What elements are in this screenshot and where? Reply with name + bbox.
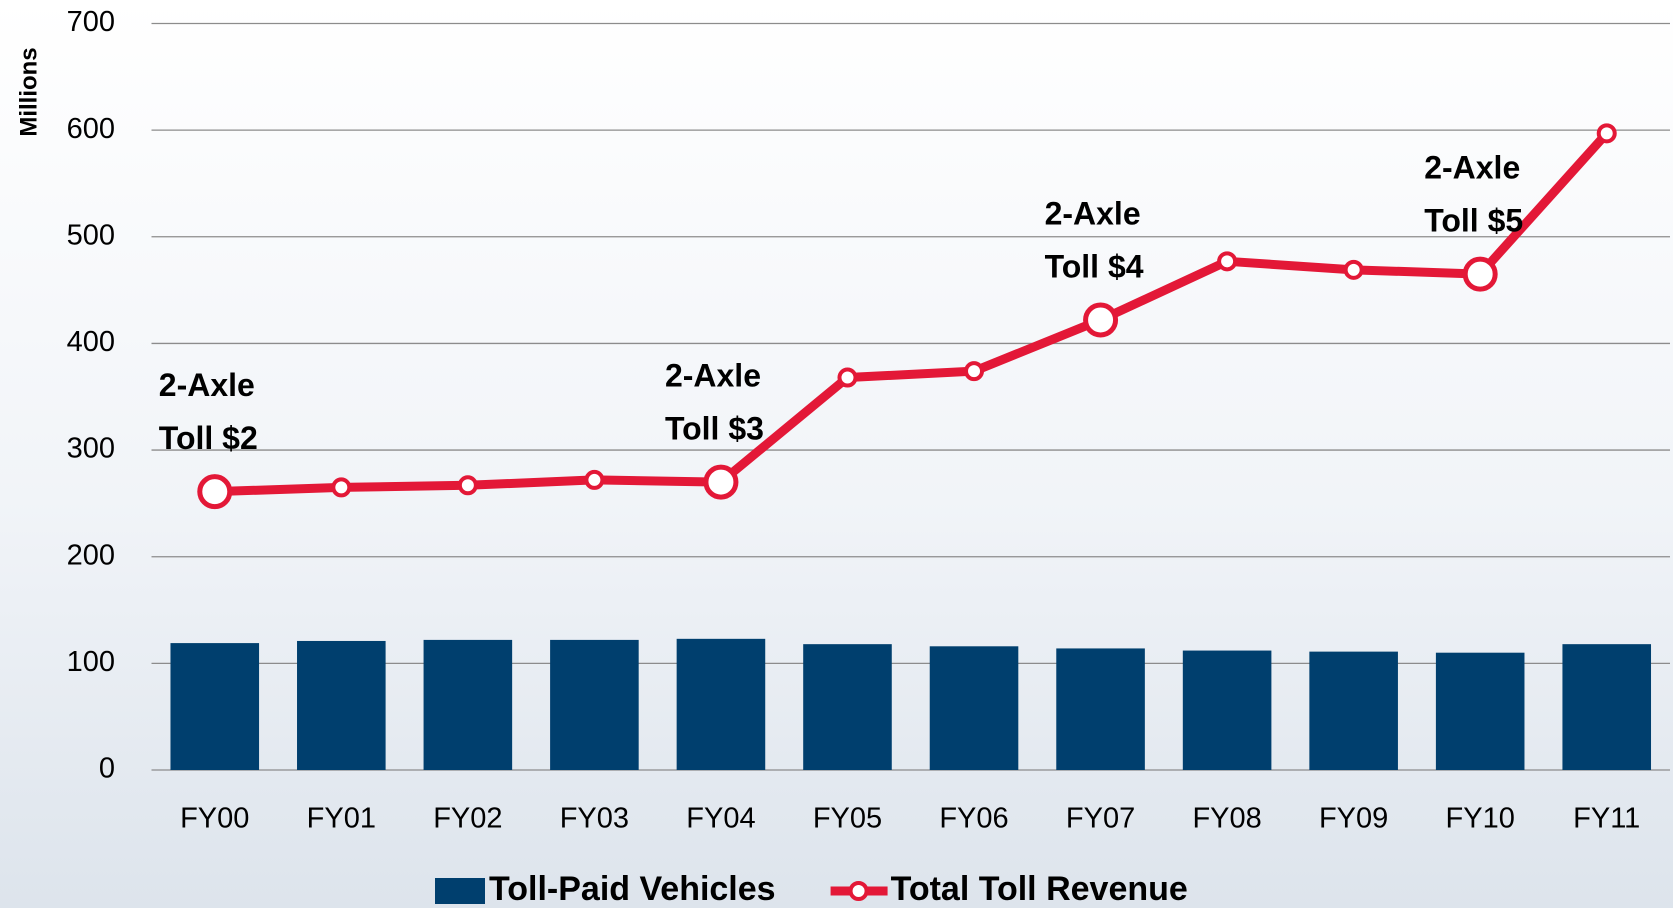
marker	[1596, 123, 1617, 144]
line	[214, 130, 1611, 497]
legend-swatch	[435, 878, 485, 904]
y-tick-label: 0	[99, 753, 115, 785]
bar	[803, 644, 892, 770]
y-tick-label: 700	[67, 6, 115, 38]
marker	[197, 474, 233, 510]
x-tick-label: FY09	[1319, 803, 1388, 835]
bar	[1435, 652, 1525, 770]
marker	[1217, 251, 1238, 272]
x-tick-label: FY05	[813, 803, 882, 835]
marker	[703, 464, 739, 500]
annotation: Toll $4	[1045, 248, 1144, 284]
marker	[331, 477, 352, 498]
annotation: 2-Axle	[1424, 150, 1520, 186]
y-tick-label: 200	[67, 539, 115, 571]
x-tick-label: FY02	[433, 803, 502, 835]
y-axis-label: Millions	[15, 47, 42, 136]
marker	[457, 475, 478, 496]
annotation: 2-Axle	[1045, 195, 1141, 231]
bar	[929, 646, 1019, 770]
marker	[964, 361, 985, 382]
bar	[676, 638, 766, 770]
marker	[1083, 302, 1119, 338]
bar	[1056, 648, 1145, 770]
x-tick-label: FY10	[1446, 803, 1515, 835]
legend-label: Total Toll Revenue	[891, 870, 1188, 908]
marker	[1462, 256, 1498, 292]
bar	[1182, 650, 1272, 770]
bar	[423, 639, 513, 770]
x-tick-label: FY07	[1066, 803, 1135, 835]
x-tick-label: FY06	[939, 803, 1008, 835]
y-tick-label: 600	[67, 113, 115, 145]
annotation: Toll $3	[665, 411, 764, 447]
marker	[837, 367, 858, 388]
legend-marker	[848, 881, 869, 901]
bar	[1562, 644, 1652, 770]
x-tick-label: FY00	[180, 803, 249, 835]
x-tick-label: FY01	[307, 803, 376, 835]
y-tick-label: 100	[67, 646, 115, 678]
annotation: 2-Axle	[665, 358, 761, 394]
x-tick-label: FY04	[686, 803, 755, 835]
y-tick-label: 500	[67, 219, 115, 251]
bar	[297, 640, 386, 770]
x-tick-label: FY08	[1192, 803, 1261, 835]
y-tick-label: 400	[67, 326, 115, 358]
annotation: Toll $5	[1424, 203, 1523, 239]
marker	[584, 469, 605, 490]
annotation: 2-Axle	[159, 367, 255, 403]
marker	[1343, 259, 1364, 280]
legend-label: Toll-Paid Vehicles	[489, 870, 776, 908]
bar	[550, 639, 639, 770]
x-tick-label: FY11	[1573, 803, 1640, 835]
bar	[1309, 651, 1398, 770]
x-tick-label: FY03	[560, 803, 629, 835]
y-tick-label: 300	[67, 433, 115, 465]
annotation: Toll $2	[159, 420, 258, 456]
bar	[170, 643, 260, 770]
